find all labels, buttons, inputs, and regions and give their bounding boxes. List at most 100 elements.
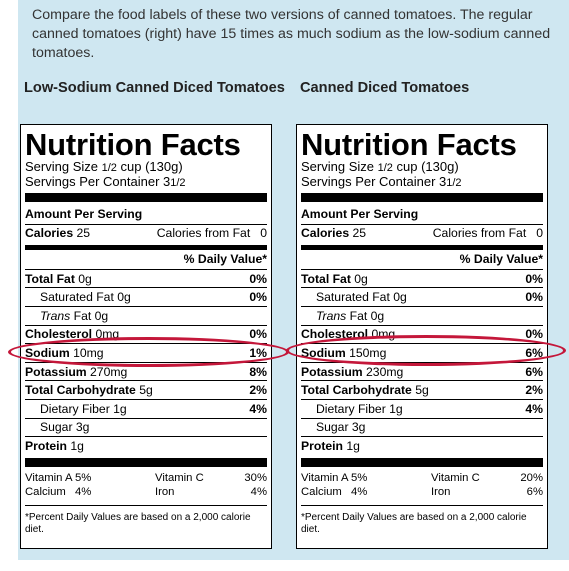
cholesterol-label: Cholesterol xyxy=(25,327,93,342)
vitamin-c-value: 20% xyxy=(520,471,543,484)
vitamin-c-label: Vitamin C xyxy=(431,471,480,484)
iron-label: Iron xyxy=(155,485,175,498)
sat-fat-dv: 0% xyxy=(525,290,543,305)
divider-thick xyxy=(301,193,543,202)
calories-label: Calories xyxy=(301,226,350,241)
trans-fat-value: Fat 0g xyxy=(73,308,109,323)
carb-value: 5g xyxy=(415,383,429,398)
potassium-label: Potassium xyxy=(25,364,87,379)
total-fat-row: Total Fat 0g 0% xyxy=(25,268,267,288)
calories-value: 25 xyxy=(76,226,91,241)
carb-dv: 2% xyxy=(525,383,543,398)
carb-label: Total Carbohydrate xyxy=(25,383,136,398)
divider-medium xyxy=(301,245,543,251)
amount-per-serving: Amount Per Serving xyxy=(25,205,267,224)
total-fat-dv: 0% xyxy=(249,271,267,286)
serving-size-fraction: 1/2 xyxy=(377,162,393,174)
trans-fat-row: Trans Fat 0g xyxy=(301,305,543,325)
vitamin-a-label: Vitamin A xyxy=(25,471,73,484)
calories-row: Calories 25 Calories from Fat 0 xyxy=(25,223,267,243)
calories-label: Calories xyxy=(25,226,74,241)
potassium-label: Potassium xyxy=(301,364,363,379)
divider-thick xyxy=(25,193,267,202)
calories-fat-value: 0 xyxy=(260,226,267,241)
fiber-row: Dietary Fiber 1g 4% xyxy=(301,398,543,418)
servings-fraction: 1/2 xyxy=(170,177,186,189)
daily-value-header: % Daily Value* xyxy=(459,252,543,267)
calories-fat-label: Calories from Fat xyxy=(432,226,527,241)
sat-fat-dv: 0% xyxy=(249,290,267,305)
protein-label: Protein xyxy=(301,438,343,453)
calories-fat-label: Calories from Fat xyxy=(156,226,251,241)
total-fat-value: 0g xyxy=(78,271,92,286)
vitamins-grid: Vitamin A 5% Vitamin C 30% Calcium 4% Ir… xyxy=(25,471,267,499)
sodium-highlight-ellipse-left xyxy=(8,337,289,367)
amount-per-serving-label: Amount Per Serving xyxy=(25,207,143,222)
amount-per-serving: Amount Per Serving xyxy=(301,205,543,224)
servings-per-container: Servings Per Container 31/2 xyxy=(25,175,267,190)
calcium-value: 4% xyxy=(351,485,368,498)
protein-value: 1g xyxy=(70,438,84,453)
nutrition-facts-title: Nutrition Facts xyxy=(25,127,241,162)
calcium-value: 4% xyxy=(75,485,92,498)
total-fat-label: Total Fat xyxy=(301,271,351,286)
sugar-label: Sugar 3g xyxy=(40,420,90,435)
iron-label: Iron xyxy=(431,485,451,498)
cholesterol-dv: 0% xyxy=(525,327,543,342)
carb-value: 5g xyxy=(139,383,153,398)
serving-size: Serving Size 1/2 cup (130g) xyxy=(25,160,267,175)
protein-row: Protein 1g xyxy=(25,436,267,455)
calories-value: 25 xyxy=(352,226,367,241)
vitamins-grid: Vitamin A 5% Vitamin C 20% Calcium 4% Ir… xyxy=(301,471,543,499)
fiber-row: Dietary Fiber 1g 4% xyxy=(25,398,267,418)
vitamin-a-label: Vitamin A xyxy=(301,471,349,484)
calories-fat-value: 0 xyxy=(536,226,543,241)
fiber-dv: 4% xyxy=(249,401,267,416)
servings-label: Servings Per Container 3 xyxy=(25,174,171,189)
protein-label: Protein xyxy=(25,438,67,453)
comparison-panel: Compare the food labels of these two ver… xyxy=(18,0,569,560)
serving-size: Serving Size 1/2 cup (130g) xyxy=(301,160,543,175)
trans-fat-value: Fat 0g xyxy=(349,308,385,323)
total-fat-value: 0g xyxy=(354,271,368,286)
footnote: *Percent Daily Values are based on a 2,0… xyxy=(301,504,543,536)
potassium-value: 270mg xyxy=(90,364,128,379)
servings-fraction: 1/2 xyxy=(446,177,462,189)
carb-row: Total Carbohydrate 5g 2% xyxy=(301,380,543,399)
serving-size-amount: cup (130g) xyxy=(120,159,183,174)
vitamin-c-label: Vitamin C xyxy=(155,471,204,484)
total-fat-dv: 0% xyxy=(525,271,543,286)
total-fat-row: Total Fat 0g 0% xyxy=(301,268,543,288)
serving-size-amount: cup (130g) xyxy=(396,159,459,174)
nutrition-label-low-sodium: Nutrition Facts Serving Size 1/2 cup (13… xyxy=(20,124,272,549)
servings-per-container: Servings Per Container 31/2 xyxy=(301,175,543,190)
vitamin-c-value: 30% xyxy=(244,471,267,484)
divider-thick xyxy=(301,457,543,467)
daily-value-header: % Daily Value* xyxy=(183,252,267,267)
fiber-dv: 4% xyxy=(525,401,543,416)
caption-regular: Canned Diced Tomatoes xyxy=(300,80,470,96)
carb-label: Total Carbohydrate xyxy=(301,383,412,398)
carb-dv: 2% xyxy=(249,383,267,398)
cholesterol-dv: 0% xyxy=(249,327,267,342)
sodium-highlight-ellipse-right xyxy=(286,335,566,366)
sat-fat-label: Saturated Fat 0g xyxy=(40,290,131,305)
sugar-row: Sugar 3g xyxy=(25,417,267,437)
total-fat-label: Total Fat xyxy=(25,271,75,286)
vitamin-a-value: 5% xyxy=(351,471,368,484)
sat-fat-row: Saturated Fat 0g 0% xyxy=(25,287,267,306)
sugar-row: Sugar 3g xyxy=(301,417,543,437)
sat-fat-row: Saturated Fat 0g 0% xyxy=(301,287,543,306)
fiber-label: Dietary Fiber 1g xyxy=(40,401,127,416)
potassium-dv: 8% xyxy=(249,364,267,379)
sugar-label: Sugar 3g xyxy=(316,420,366,435)
serving-size-label: Serving Size xyxy=(301,159,374,174)
trans-fat-row: Trans Fat 0g xyxy=(25,305,267,325)
trans-label: Trans xyxy=(40,308,71,323)
amount-per-serving-label: Amount Per Serving xyxy=(301,207,419,222)
iron-value: 6% xyxy=(526,485,543,498)
serving-size-fraction: 1/2 xyxy=(101,162,117,174)
footnote: *Percent Daily Values are based on a 2,0… xyxy=(25,504,267,536)
divider-medium xyxy=(25,245,267,251)
calcium-label: Calcium xyxy=(25,485,66,498)
